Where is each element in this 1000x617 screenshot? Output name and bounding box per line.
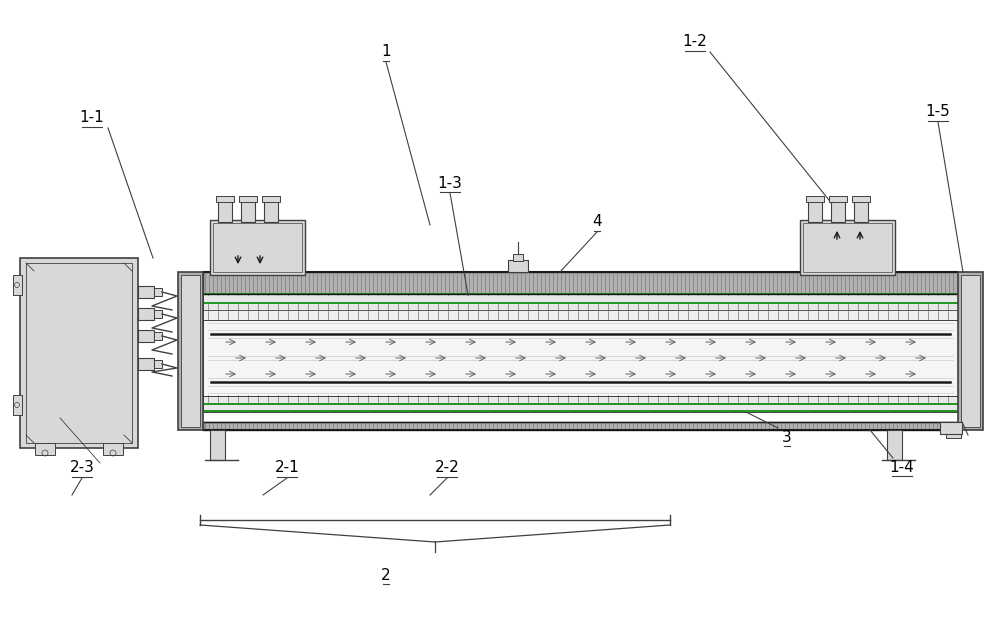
Bar	[138, 308, 154, 320]
Text: 1-1: 1-1	[80, 110, 104, 125]
Bar	[138, 286, 154, 298]
Bar	[13, 395, 22, 415]
Text: 1-5: 1-5	[926, 104, 950, 120]
Bar	[154, 310, 162, 318]
Bar	[961, 275, 980, 427]
Bar	[852, 196, 870, 202]
Text: 2-1: 2-1	[275, 460, 299, 476]
Bar	[887, 430, 902, 460]
Bar	[241, 200, 255, 222]
Text: 2: 2	[381, 568, 391, 582]
Bar	[138, 330, 154, 342]
Bar	[138, 358, 154, 370]
Bar	[800, 220, 895, 275]
Bar	[264, 200, 278, 222]
Bar	[20, 258, 138, 448]
Bar	[203, 396, 958, 412]
Bar	[508, 260, 528, 272]
Bar	[262, 196, 280, 202]
Bar	[831, 200, 845, 222]
Bar	[203, 310, 958, 320]
Bar	[203, 294, 958, 310]
Text: 3: 3	[782, 429, 792, 444]
Bar	[26, 263, 132, 443]
Bar	[13, 275, 22, 295]
Bar	[181, 275, 200, 427]
Text: 2-2: 2-2	[435, 460, 459, 476]
Bar	[513, 254, 523, 261]
Bar	[154, 288, 162, 296]
Bar	[35, 443, 55, 455]
Bar	[210, 430, 225, 460]
Bar	[203, 422, 958, 430]
Bar	[203, 320, 958, 396]
Bar	[829, 196, 847, 202]
Bar	[940, 422, 962, 434]
Bar	[239, 196, 257, 202]
Bar	[803, 223, 892, 272]
Text: 1-3: 1-3	[438, 175, 462, 191]
Text: 4: 4	[592, 215, 602, 230]
Bar	[203, 272, 958, 294]
Bar	[154, 332, 162, 340]
Bar	[854, 200, 868, 222]
Bar	[210, 220, 305, 275]
Text: 2-3: 2-3	[70, 460, 94, 476]
Bar	[178, 272, 203, 430]
Text: 1-2: 1-2	[683, 35, 707, 49]
Bar	[213, 223, 302, 272]
Bar	[808, 200, 822, 222]
Bar	[958, 272, 983, 430]
Text: 1: 1	[381, 44, 391, 59]
Bar	[154, 360, 162, 368]
Bar	[946, 428, 961, 438]
Bar	[218, 200, 232, 222]
Bar	[103, 443, 123, 455]
Text: 1-4: 1-4	[890, 460, 914, 474]
Bar	[216, 196, 234, 202]
Bar	[806, 196, 824, 202]
